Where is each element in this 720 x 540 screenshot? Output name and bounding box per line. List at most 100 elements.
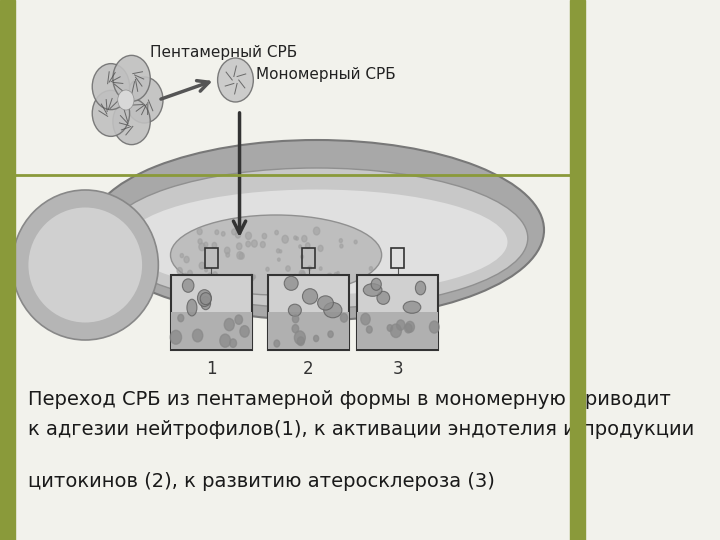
Circle shape [113,56,150,102]
Circle shape [212,242,217,248]
Circle shape [294,331,305,345]
Circle shape [239,253,244,259]
Circle shape [369,267,372,271]
Circle shape [294,236,297,240]
Text: 1: 1 [206,360,217,378]
Circle shape [204,242,208,247]
Circle shape [301,272,305,277]
Circle shape [327,273,333,281]
Bar [302,248,315,268]
Circle shape [92,90,130,137]
Circle shape [126,77,163,123]
Circle shape [272,277,276,281]
Circle shape [207,273,213,280]
Ellipse shape [106,168,528,308]
Circle shape [224,319,234,330]
Circle shape [297,337,305,346]
Ellipse shape [318,296,333,310]
Circle shape [184,256,189,263]
Ellipse shape [182,279,194,292]
Circle shape [198,239,202,244]
Circle shape [405,323,412,333]
Circle shape [341,313,348,322]
Ellipse shape [372,278,382,291]
Circle shape [178,314,184,322]
Text: 2: 2 [303,360,314,378]
Circle shape [235,232,240,238]
Bar [357,275,438,350]
Text: Пентамерный СРБ: Пентамерный СРБ [150,45,297,60]
Circle shape [366,326,372,333]
Circle shape [170,330,181,344]
Circle shape [261,241,265,248]
Circle shape [92,64,130,110]
Bar [570,0,585,540]
Circle shape [328,331,333,338]
Text: Переход СРБ из пентамерной формы в мономерную приводит: Переход СРБ из пентамерной формы в моном… [28,390,671,409]
Circle shape [294,274,297,278]
Bar [0,0,14,540]
Circle shape [274,340,279,347]
Bar [357,312,438,349]
Circle shape [237,243,242,249]
Circle shape [237,252,243,259]
Circle shape [246,232,251,239]
Circle shape [232,229,237,235]
Circle shape [318,245,323,252]
Circle shape [282,235,289,243]
Circle shape [334,273,338,277]
Ellipse shape [324,302,342,318]
Circle shape [199,243,205,251]
Bar [268,275,349,350]
Ellipse shape [288,304,302,316]
Circle shape [339,239,343,242]
Circle shape [235,315,243,325]
Ellipse shape [89,140,544,320]
Text: Мономерный СРБ: Мономерный СРБ [256,68,395,83]
Circle shape [387,325,392,331]
Circle shape [279,250,282,253]
Text: 3: 3 [392,360,403,378]
Circle shape [292,315,299,323]
Ellipse shape [403,301,420,313]
Circle shape [361,313,370,325]
Ellipse shape [197,289,212,307]
Circle shape [246,241,251,247]
Bar [171,312,252,349]
Circle shape [262,233,266,239]
Ellipse shape [377,291,390,305]
Circle shape [204,268,207,272]
Circle shape [113,99,150,145]
Circle shape [276,249,280,253]
Circle shape [225,247,230,254]
Text: к адгезии нейтрофилов(1), к активации эндотелия и продукции: к адгезии нейтрофилов(1), к активации эн… [28,420,695,439]
Circle shape [313,227,320,235]
Circle shape [246,275,253,282]
Circle shape [220,334,230,347]
Circle shape [253,275,256,279]
Circle shape [215,230,219,234]
Circle shape [314,335,319,342]
Circle shape [292,325,299,333]
Bar [171,275,252,350]
Circle shape [361,275,366,282]
Ellipse shape [302,289,318,304]
Circle shape [429,321,439,333]
Circle shape [296,237,298,240]
Circle shape [286,266,290,271]
Circle shape [354,240,357,244]
Circle shape [118,90,134,110]
Circle shape [277,258,280,261]
Ellipse shape [28,207,142,322]
Circle shape [266,267,269,271]
Circle shape [300,270,305,277]
Bar [392,248,405,268]
Ellipse shape [126,190,508,294]
Ellipse shape [364,284,382,296]
Circle shape [177,267,182,274]
Circle shape [301,255,304,259]
Circle shape [275,231,279,235]
Ellipse shape [12,190,158,340]
Circle shape [180,254,184,258]
Circle shape [299,245,302,248]
